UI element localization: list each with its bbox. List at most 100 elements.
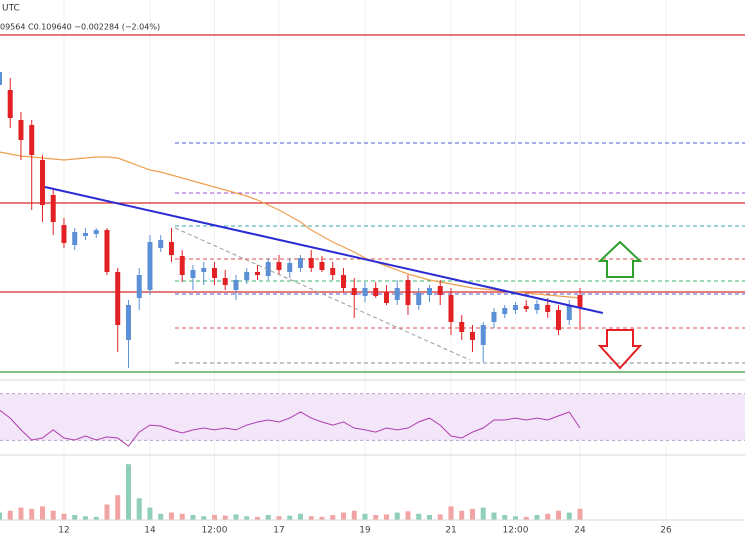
- candle-body: [222, 278, 228, 285]
- volume-bar: [512, 516, 518, 520]
- candle-body: [39, 160, 45, 205]
- rsi-band: [0, 393, 745, 441]
- volume-bar: [276, 516, 282, 520]
- candle-body: [147, 242, 153, 290]
- volume-bar: [308, 516, 314, 520]
- x-tick-label: 24: [574, 526, 586, 536]
- candle-body: [351, 288, 357, 295]
- candle-body: [566, 305, 572, 320]
- volume-bar: [168, 512, 174, 520]
- background-layer: [0, 0, 745, 520]
- candle-body: [29, 125, 35, 155]
- volume-bar: [147, 507, 153, 520]
- up-arrow: [597, 240, 643, 278]
- volume-bar: [426, 515, 432, 520]
- x-tick-label: 14: [144, 526, 156, 536]
- candle-body: [577, 295, 583, 307]
- volume-bar: [491, 512, 497, 520]
- candle-body: [61, 225, 67, 243]
- candle-body: [319, 262, 325, 270]
- candle-body: [233, 280, 239, 290]
- x-tick-label: 12: [58, 526, 69, 536]
- volume-bar: [523, 516, 529, 520]
- x-tick-label: 21: [445, 526, 456, 536]
- candle-body: [168, 242, 174, 255]
- candle-body: [405, 280, 411, 305]
- candle-body: [534, 304, 540, 310]
- candle-body: [555, 310, 561, 330]
- volume-bar: [265, 515, 271, 520]
- candle-body: [50, 195, 56, 222]
- candle-body: [0, 72, 2, 85]
- volume-bar: [190, 515, 196, 520]
- candle-body: [7, 90, 13, 118]
- down-arrow: [597, 329, 643, 370]
- ohlc-legend: 09564 C0.109640 −0.002284 (−2.04%): [0, 23, 160, 32]
- volume-bar: [7, 510, 13, 520]
- volume-bar: [297, 513, 303, 520]
- candle-body: [502, 308, 508, 314]
- volume-bar: [72, 515, 78, 520]
- volume-bar: [39, 506, 45, 520]
- volume-bar: [136, 498, 142, 520]
- candle-body: [512, 305, 518, 310]
- volume-bar: [362, 513, 368, 520]
- candle-body: [373, 288, 379, 296]
- volume-bar: [319, 516, 325, 520]
- candle-body: [190, 270, 196, 278]
- volume-bar: [416, 513, 422, 520]
- x-tick-label: 19: [359, 526, 371, 536]
- volume-bar: [534, 515, 540, 520]
- timezone-label: UTC: [2, 4, 20, 14]
- x-tick-label: 17: [273, 526, 284, 536]
- candle-body: [330, 268, 336, 275]
- moving-average: [0, 151, 581, 299]
- candle-body: [459, 322, 465, 332]
- candle-body: [437, 286, 443, 295]
- volume-bar: [93, 516, 99, 520]
- volume-bar: [82, 516, 88, 520]
- candle-body: [394, 288, 400, 300]
- volume-bar: [29, 508, 35, 520]
- volume-bar: [330, 515, 336, 520]
- volume-bar: [179, 513, 185, 520]
- volume-bar: [448, 506, 454, 520]
- volume-bar: [351, 510, 357, 520]
- volume-bar: [0, 512, 2, 520]
- candle-body: [254, 272, 260, 275]
- candle-body: [115, 272, 121, 325]
- candle-body: [287, 263, 293, 272]
- candle-body: [125, 305, 131, 340]
- x-tick-label: 12:00: [503, 526, 529, 536]
- x-tick-label: 12:00: [202, 526, 228, 536]
- volume-bar: [201, 516, 207, 520]
- volume-bar: [480, 507, 486, 520]
- volume-bar: [50, 510, 56, 520]
- volume-bar: [125, 464, 131, 520]
- volume-bar: [545, 513, 551, 520]
- volume-bar: [502, 515, 508, 520]
- x-tick-label: 26: [660, 526, 672, 536]
- volume-bar: [104, 504, 110, 520]
- volume-bar: [383, 514, 389, 520]
- volume-bar: [18, 507, 24, 520]
- volume-bar: [459, 510, 465, 520]
- candle-body: [72, 232, 78, 245]
- volume-bar: [469, 508, 475, 520]
- candle-body: [545, 305, 551, 312]
- candle-body: [265, 262, 271, 276]
- candle-body: [18, 120, 24, 140]
- candle-body: [448, 295, 454, 322]
- volume-bar: [211, 515, 217, 520]
- candle-body: [362, 288, 368, 296]
- candle-body: [491, 312, 497, 322]
- candle-body: [136, 275, 142, 298]
- volume-bar: [577, 508, 583, 520]
- rsi-line: [0, 409, 581, 447]
- candle-body: [383, 292, 389, 303]
- volume-bar: [394, 512, 400, 520]
- candle-body: [244, 272, 250, 280]
- candle-body: [480, 325, 486, 345]
